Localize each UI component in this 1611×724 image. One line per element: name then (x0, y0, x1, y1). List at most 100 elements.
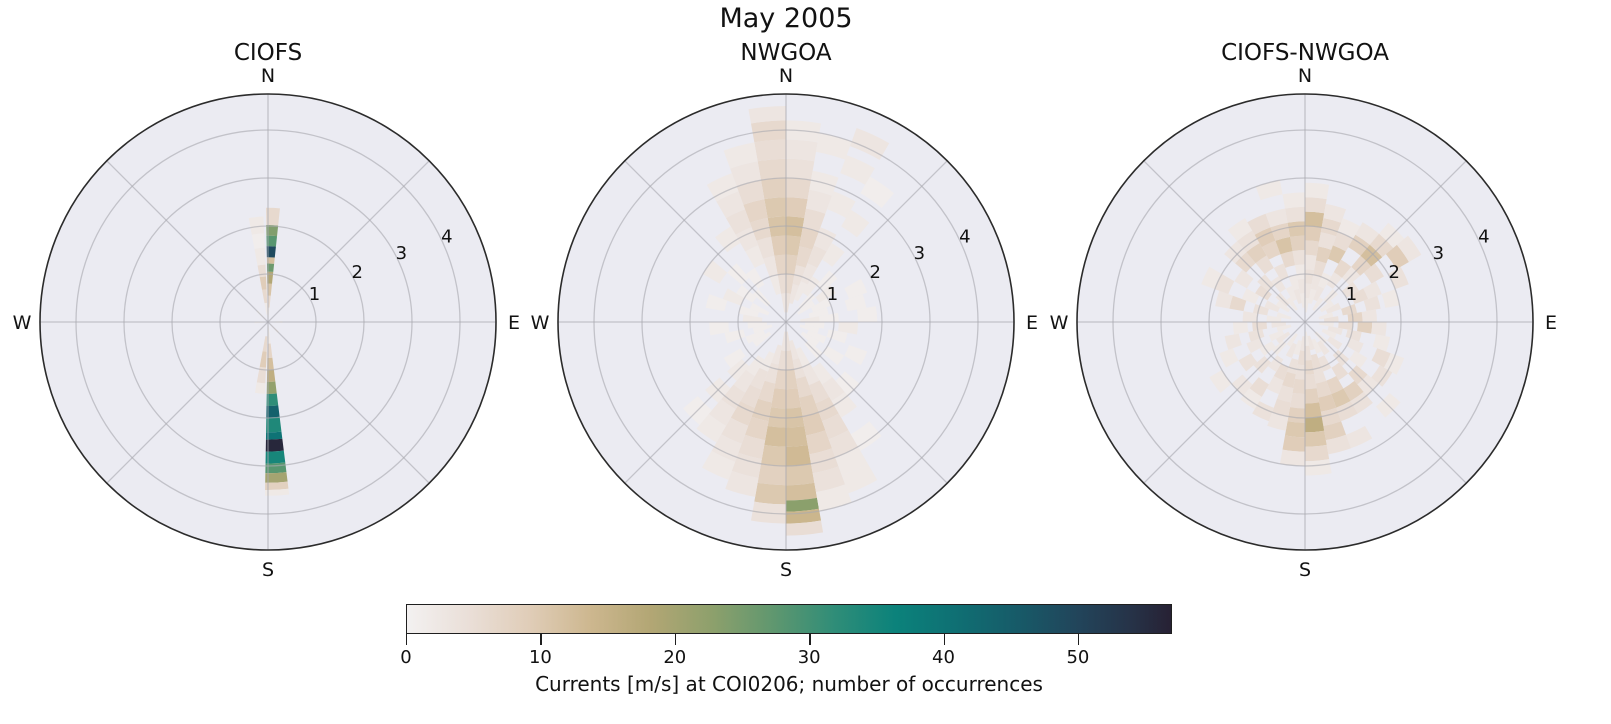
wedge-segment (764, 362, 779, 384)
wedge-segment (806, 330, 827, 344)
wedge-segment (800, 263, 818, 285)
wedge-segment (786, 388, 801, 409)
wedge-segment (1293, 340, 1302, 356)
wedge-segment (1273, 263, 1289, 281)
wedge-segment (1253, 303, 1269, 316)
wedge-segment (725, 470, 759, 497)
wedge-segment (748, 106, 786, 124)
wedge-segment (1297, 278, 1305, 294)
wedge-segment (1261, 240, 1281, 260)
wedge-segment (1292, 378, 1305, 394)
wedge-segment (1270, 222, 1290, 241)
wedge-segment (1305, 182, 1330, 200)
wedge-segment (1248, 329, 1265, 342)
wedge-segment (266, 405, 280, 419)
wedge-segment (1318, 312, 1334, 320)
wedge-segment (835, 446, 868, 476)
wedge-segment (1317, 340, 1330, 356)
wedge-segment (1381, 289, 1400, 308)
wedge-segment (265, 481, 289, 490)
wedge-segment (1276, 324, 1292, 332)
wedge-segment (812, 362, 833, 385)
wedge-segment (265, 431, 283, 440)
wedge-segment (1295, 264, 1305, 280)
wedge-segment (266, 207, 280, 226)
wedge-segment (1285, 421, 1305, 438)
wedge-segment (1343, 380, 1364, 401)
colorbar-tick-label: 0 (400, 647, 412, 668)
wedge-segment (1341, 281, 1360, 298)
wedge-segment (1371, 322, 1387, 337)
wedge-segment (1271, 276, 1286, 293)
colorbar-tick-label: 50 (1066, 647, 1090, 668)
wedge-segment (1300, 293, 1305, 308)
wedge-segment (786, 463, 815, 486)
wedge-segment (786, 520, 824, 536)
wedge-segment (745, 330, 766, 344)
grid-layer (558, 94, 1014, 550)
wedge-segment (786, 158, 815, 181)
wedge-segment (1219, 348, 1239, 368)
wedge-segment (752, 324, 773, 334)
wedge-segment (1318, 355, 1332, 372)
wedge-segment (1265, 208, 1288, 228)
wedge-segment (1247, 213, 1271, 235)
radial-tick-label: 1 (1346, 284, 1357, 305)
wedge-segment (781, 331, 786, 351)
wedge-segment (738, 305, 759, 317)
wedge-segment (812, 466, 846, 493)
wedge-segment (786, 426, 808, 447)
radial-tick-label: 3 (1433, 243, 1444, 264)
radial-tick-label: 4 (441, 226, 452, 247)
wedge-segment (1259, 341, 1276, 356)
angular-grid-spoke (624, 160, 948, 484)
wedge-segment (1346, 425, 1373, 449)
direction-labels: N E S W (531, 65, 1038, 581)
wedge-segment (799, 394, 819, 417)
wedge-segment (1305, 374, 1317, 390)
wedge-segment (1305, 444, 1330, 462)
wedge-segment (1287, 221, 1305, 237)
angular-grid-spoke (106, 160, 430, 484)
wedge-segment (251, 233, 265, 249)
direction-label-e: E (1026, 312, 1038, 334)
colorbar-tick-mark (406, 634, 408, 645)
wedge-segment (822, 346, 845, 366)
wedge-segment (266, 369, 276, 382)
wedge-segment (1315, 246, 1332, 264)
wedge-segment (259, 351, 267, 368)
wedge-segment (723, 142, 758, 169)
wedge-segment (256, 366, 267, 384)
radial-tick-label: 2 (1388, 262, 1399, 283)
wedge-segment (786, 350, 795, 370)
wedge-segment (266, 235, 278, 247)
direction-label-e: E (1545, 312, 1557, 334)
wedge-segment (1233, 322, 1249, 335)
wedge-segment (800, 316, 820, 322)
wedge-segment (802, 412, 826, 436)
wedge-segment (1326, 376, 1344, 395)
wedge-segment (709, 322, 730, 336)
wedge-segment (267, 357, 274, 370)
wedge-segment (1229, 295, 1247, 312)
wedge-segment (705, 294, 728, 312)
wedge-segment (1267, 355, 1284, 372)
wedge-segment (794, 281, 808, 302)
wedge-segment (802, 363, 820, 386)
wedge-segment (769, 274, 781, 295)
wedge-segment (756, 236, 775, 259)
wedge-segment (1313, 285, 1325, 302)
wedge-segment (796, 376, 813, 398)
petals-layer (1201, 180, 1422, 476)
wedge-segment (850, 421, 882, 451)
wedge-segment (266, 393, 279, 407)
wedge-segment (1341, 303, 1357, 316)
wedge-segment (822, 243, 845, 267)
polar-chart-ciofs-nwgoa: 1 2 3 4 N E S W (1050, 65, 1557, 581)
wedge-segment (264, 488, 290, 496)
wedge-segment (1275, 300, 1291, 313)
colorbar-tick-label: 40 (932, 647, 955, 668)
wedge-segment (1318, 232, 1337, 250)
wedge-segment (1323, 421, 1347, 441)
colorbar-tick-label: 10 (528, 647, 552, 668)
